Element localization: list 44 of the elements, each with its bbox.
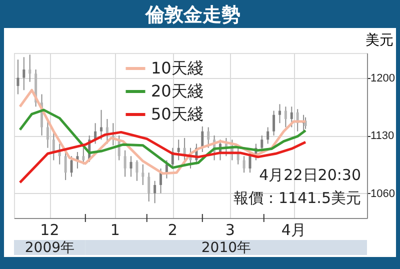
candlestick (278, 104, 281, 124)
candlestick (28, 54, 32, 82)
line-series (18, 108, 307, 169)
x-tick-label: 12 (40, 221, 60, 239)
y-tick-label: 1060 (370, 188, 395, 200)
legend-label: 50天綫 (151, 104, 204, 124)
candlestick (136, 160, 138, 182)
legend-label: 10天綫 (151, 58, 204, 78)
candlestick (64, 152, 67, 181)
x-tick-label: 4月 (281, 221, 306, 239)
candlestick (242, 156, 246, 174)
candlestick (58, 143, 61, 165)
candlestick (272, 110, 276, 136)
candlestick (142, 164, 144, 186)
candlestick (100, 109, 103, 140)
x-tick-label: 2 (168, 221, 178, 239)
candlestick (22, 56, 26, 91)
candlestick (160, 168, 162, 194)
text: 2009年 (24, 240, 75, 256)
candlestick (130, 156, 132, 178)
legend-label: 20天綫 (151, 82, 204, 100)
candlestick (284, 106, 287, 128)
candlestick (290, 106, 293, 128)
candlestick (16, 59, 20, 95)
text: 2010年 (201, 240, 252, 256)
candlestick (266, 126, 270, 144)
candlestick (70, 156, 73, 178)
candlestick (82, 147, 85, 165)
candlestick (177, 139, 180, 161)
chart-title: 倫敦金走勢 (144, 4, 240, 26)
y-tick-label: 1200 (370, 72, 395, 84)
candlestick (236, 147, 240, 165)
candlestick (148, 172, 150, 202)
candlestick (124, 150, 126, 178)
candlestick (248, 152, 252, 174)
annotation: 報價：1141.5美元 (234, 189, 361, 207)
x-tick-label: 1 (110, 221, 120, 239)
annotation: 4月22日20:30 (259, 166, 361, 184)
candlestick (154, 180, 156, 204)
y-tick-label: 1130 (370, 130, 394, 142)
y-axis-title: 美元 (366, 32, 394, 48)
candlestick (52, 130, 55, 161)
candlestick (207, 126, 210, 148)
x-tick-label: 3 (225, 221, 235, 239)
